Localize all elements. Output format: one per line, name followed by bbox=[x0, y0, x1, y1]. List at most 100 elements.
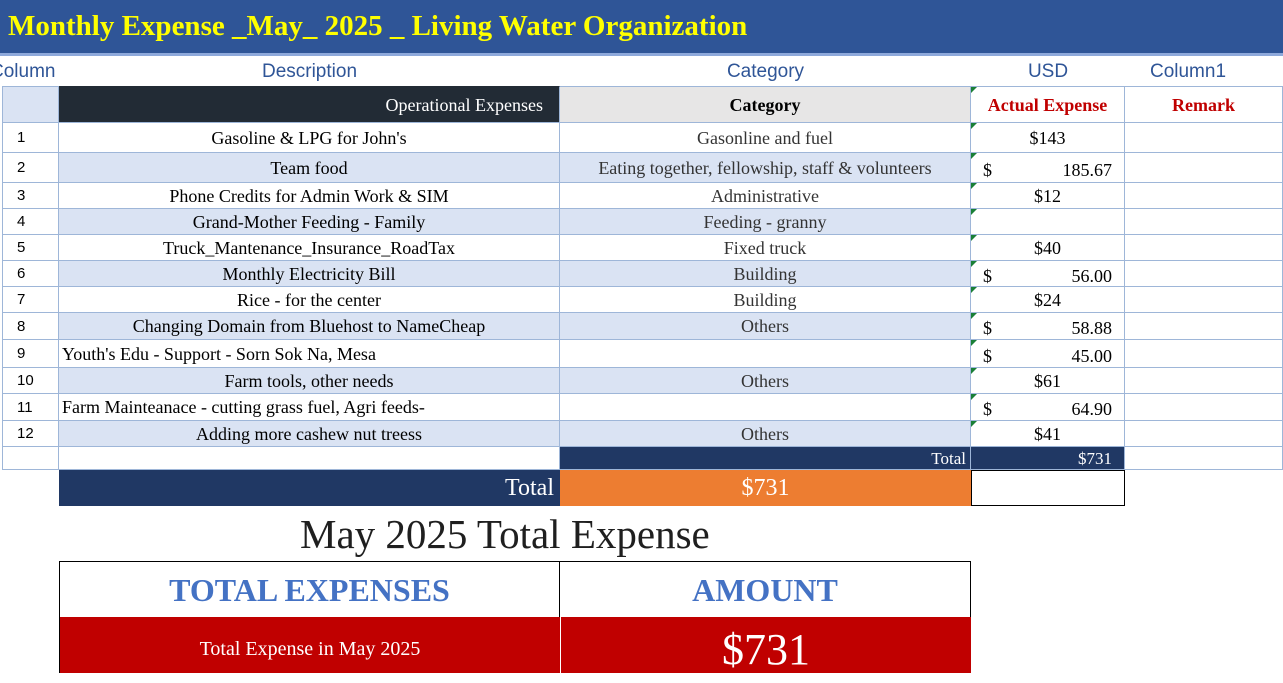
row-description[interactable]: Changing Domain from Bluehost to NameChe… bbox=[59, 313, 560, 340]
row-actual-expense[interactable]: $45.00 bbox=[971, 340, 1125, 368]
row-number[interactable]: 9 bbox=[2, 340, 59, 368]
header-actual-expense[interactable]: Actual Expense bbox=[971, 86, 1125, 123]
summary-row-value[interactable]: $731 bbox=[560, 617, 971, 674]
row-number[interactable]: 4 bbox=[2, 209, 59, 235]
row-number[interactable]: 11 bbox=[2, 394, 59, 421]
subtotal-value[interactable]: $731 bbox=[971, 447, 1125, 470]
grand-total-blank-cell[interactable] bbox=[971, 470, 1125, 506]
row-remark[interactable] bbox=[1125, 287, 1283, 313]
col-header-column1[interactable]: Column1 bbox=[1149, 61, 1227, 82]
green-triangle-icon bbox=[971, 421, 977, 427]
row-category[interactable]: Building bbox=[560, 261, 971, 287]
row-category[interactable]: Others bbox=[560, 313, 971, 340]
currency-symbol: $ bbox=[983, 160, 992, 180]
row-number[interactable]: 8 bbox=[2, 313, 59, 340]
header-remark[interactable]: Remark bbox=[1125, 86, 1283, 123]
green-triangle-icon bbox=[971, 368, 977, 374]
green-triangle-icon bbox=[971, 87, 977, 93]
row-description[interactable]: Adding more cashew nut treess bbox=[59, 421, 560, 447]
row-actual-expense[interactable]: $64.90 bbox=[971, 394, 1125, 421]
row-actual-expense[interactable]: $40 bbox=[971, 235, 1125, 261]
grand-total-label[interactable]: Total bbox=[59, 470, 560, 506]
subtotal-number-cell[interactable] bbox=[2, 447, 59, 470]
row-number[interactable]: 7 bbox=[2, 287, 59, 313]
row-category[interactable]: Fixed truck bbox=[560, 235, 971, 261]
row-number[interactable]: 12 bbox=[2, 421, 59, 447]
row-category[interactable]: Others bbox=[560, 368, 971, 394]
row-category[interactable] bbox=[560, 340, 971, 368]
row-number[interactable]: 1 bbox=[2, 123, 59, 153]
row-remark[interactable] bbox=[1125, 394, 1283, 421]
col-header-description[interactable]: Description bbox=[261, 61, 358, 82]
currency-symbol: $ bbox=[983, 266, 992, 286]
amount-value: 45.00 bbox=[1071, 346, 1113, 366]
row-description[interactable]: Farm Mainteanace - cutting grass fuel, A… bbox=[59, 394, 560, 421]
subtotal-label[interactable]: Total bbox=[560, 447, 971, 470]
row-actual-expense[interactable]: $143 bbox=[971, 123, 1125, 153]
row-category[interactable]: Feeding - granny bbox=[560, 209, 971, 235]
row-number[interactable]: 5 bbox=[2, 235, 59, 261]
row-number[interactable]: 6 bbox=[2, 261, 59, 287]
subtotal-desc-cell[interactable] bbox=[59, 447, 560, 470]
header-category[interactable]: Category bbox=[560, 86, 971, 123]
row-remark[interactable] bbox=[1125, 123, 1283, 153]
row-category[interactable]: Others bbox=[560, 421, 971, 447]
row-remark[interactable] bbox=[1125, 313, 1283, 340]
row-actual-expense[interactable]: $24 bbox=[971, 287, 1125, 313]
amount-value: 64.90 bbox=[1071, 399, 1113, 419]
row-number[interactable]: 10 bbox=[2, 368, 59, 394]
row-actual-expense[interactable] bbox=[971, 209, 1125, 235]
summary-row-label[interactable]: Total Expense in May 2025 bbox=[59, 617, 560, 673]
subtotal-remark-cell[interactable] bbox=[1125, 447, 1283, 470]
row-category[interactable]: Administrative bbox=[560, 183, 971, 209]
row-actual-expense[interactable]: $41 bbox=[971, 421, 1125, 447]
currency-symbol: $ bbox=[983, 399, 992, 419]
row-description[interactable]: Grand-Mother Feeding - Family bbox=[59, 209, 560, 235]
sheet-title: Monthly Expense _May_ 2025 _ Living Wate… bbox=[8, 10, 748, 42]
row-category[interactable]: Eating together, fellowship, staff & vol… bbox=[560, 153, 971, 183]
row-description[interactable]: Phone Credits for Admin Work & SIM bbox=[59, 183, 560, 209]
summary-title: May 2025 Total Expense bbox=[300, 511, 710, 557]
row-description[interactable]: Youth's Edu - Support - Sorn Sok Na, Mes… bbox=[59, 340, 560, 368]
green-triangle-icon bbox=[971, 123, 977, 129]
amount-value: 56.00 bbox=[1071, 266, 1113, 286]
row-description[interactable]: Truck_Mantenance_Insurance_RoadTax bbox=[59, 235, 560, 261]
grand-total-value[interactable]: $731 bbox=[560, 470, 971, 506]
currency-symbol: $ bbox=[983, 346, 992, 366]
summary-header-amount[interactable]: AMOUNT bbox=[559, 561, 971, 618]
row-remark[interactable] bbox=[1125, 209, 1283, 235]
row-number[interactable]: 2 bbox=[2, 153, 59, 183]
row-remark[interactable] bbox=[1125, 368, 1283, 394]
green-triangle-icon bbox=[971, 261, 977, 267]
green-triangle-icon bbox=[971, 153, 977, 159]
row-description[interactable]: Farm tools, other needs bbox=[59, 368, 560, 394]
row-description[interactable]: Rice - for the center bbox=[59, 287, 560, 313]
row-number[interactable]: 3 bbox=[2, 183, 59, 209]
row-remark[interactable] bbox=[1125, 340, 1283, 368]
row-remark[interactable] bbox=[1125, 183, 1283, 209]
row-remark[interactable] bbox=[1125, 421, 1283, 447]
row-description[interactable]: Monthly Electricity Bill bbox=[59, 261, 560, 287]
row-actual-expense[interactable]: $61 bbox=[971, 368, 1125, 394]
row-actual-expense[interactable]: $185.67 bbox=[971, 153, 1125, 183]
col-header-category[interactable]: Category bbox=[726, 61, 805, 82]
green-triangle-icon bbox=[971, 235, 977, 241]
row-remark[interactable] bbox=[1125, 261, 1283, 287]
row-description[interactable]: Team food bbox=[59, 153, 560, 183]
col-header-usd[interactable]: USD bbox=[1027, 61, 1069, 82]
row-remark[interactable] bbox=[1125, 153, 1283, 183]
row-category[interactable]: Building bbox=[560, 287, 971, 313]
summary-header-total-expenses[interactable]: TOTAL EXPENSES bbox=[59, 561, 560, 618]
title-underline bbox=[0, 53, 1283, 56]
green-triangle-icon bbox=[971, 183, 977, 189]
row-actual-expense[interactable]: $12 bbox=[971, 183, 1125, 209]
row-remark[interactable] bbox=[1125, 235, 1283, 261]
col-header-column[interactable]: Column bbox=[0, 61, 56, 82]
header-operational-expenses[interactable]: Operational Expenses bbox=[59, 86, 560, 123]
row-category[interactable]: Gasonline and fuel bbox=[560, 123, 971, 153]
row-category[interactable] bbox=[560, 394, 971, 421]
row-actual-expense[interactable]: $56.00 bbox=[971, 261, 1125, 287]
header-cell-number[interactable] bbox=[2, 86, 59, 123]
row-actual-expense[interactable]: $58.88 bbox=[971, 313, 1125, 340]
row-description[interactable]: Gasoline & LPG for John's bbox=[59, 123, 560, 153]
